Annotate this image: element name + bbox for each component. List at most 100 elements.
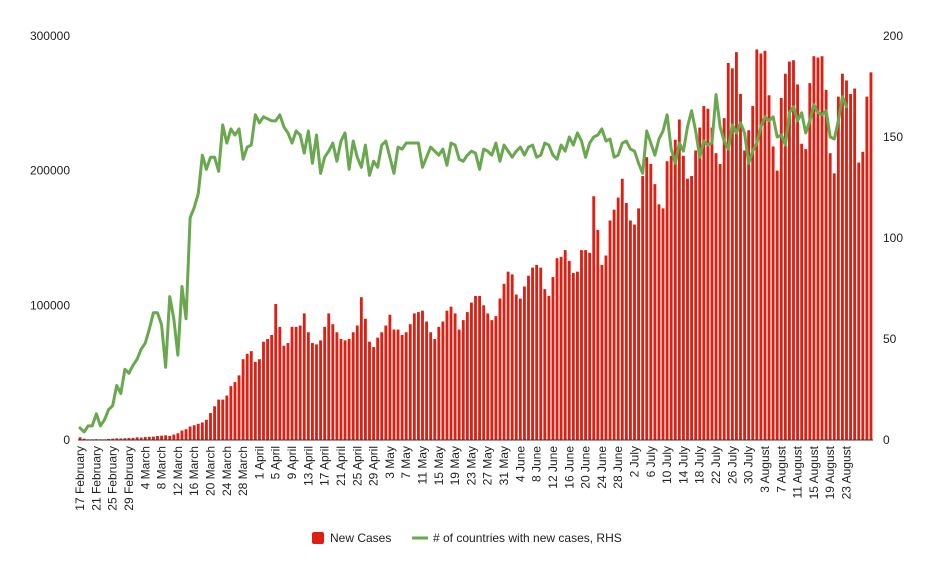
- bar-new-cases: [726, 62, 730, 441]
- bar-new-cases: [804, 149, 808, 440]
- x-tick-label: 30 July: [742, 446, 756, 484]
- x-tick-label: 23 August: [840, 445, 854, 499]
- bar-new-cases: [576, 271, 579, 440]
- bar-new-cases: [747, 130, 751, 440]
- bar-new-cases: [425, 321, 428, 440]
- x-tick-label: 29 April: [367, 446, 381, 486]
- bar-new-cases: [396, 329, 400, 440]
- line-countries-with-new-cases: [78, 93, 848, 434]
- x-tick-label: 2 July: [628, 446, 642, 477]
- legend-swatch-new-cases: [312, 532, 324, 544]
- bar-new-cases: [417, 312, 420, 440]
- bar-new-cases: [306, 332, 310, 440]
- bar-new-cases: [376, 337, 380, 440]
- x-tick-label: 4 March: [138, 446, 152, 489]
- bar-new-cases: [645, 157, 649, 440]
- bar-new-cases: [845, 80, 848, 440]
- x-tick-label: 19 August: [823, 445, 837, 499]
- x-tick-label: 25 February: [106, 446, 120, 511]
- bar-new-cases: [832, 173, 836, 441]
- bar-new-cases: [131, 437, 135, 440]
- bar-new-cases: [478, 295, 481, 440]
- x-tick-label: 27 May: [481, 446, 495, 485]
- x-tick-label: 3 May: [383, 446, 397, 479]
- x-tick-label: 20 June: [579, 446, 593, 489]
- bar-new-cases: [702, 106, 706, 440]
- bar-new-cases: [160, 435, 163, 440]
- bar-new-cases: [490, 320, 494, 440]
- bar-new-cases: [563, 250, 567, 440]
- bar-new-cases: [779, 97, 783, 440]
- bar-new-cases: [315, 344, 318, 440]
- bar-new-cases: [482, 305, 486, 440]
- x-tick-label: 31 May: [497, 446, 511, 485]
- bar-new-cases: [282, 345, 286, 440]
- x-tick-label: 8 March: [155, 446, 169, 489]
- bar-new-cases: [331, 324, 335, 440]
- bar-new-cases: [620, 178, 624, 440]
- bar-new-cases: [531, 267, 534, 440]
- bar-new-cases: [139, 437, 143, 440]
- x-tick-label: 21 April: [334, 446, 348, 486]
- bar-new-cases: [743, 150, 746, 440]
- bar-new-cases: [176, 433, 180, 440]
- bar-new-cases: [698, 127, 702, 440]
- bar-new-cases: [217, 399, 221, 440]
- bar-new-cases: [368, 341, 371, 440]
- bar-new-cases: [559, 256, 563, 440]
- bar-new-cases: [441, 321, 445, 440]
- bar-new-cases: [384, 325, 388, 440]
- bar-new-cases: [751, 106, 755, 440]
- x-tick-label: 1 April: [252, 446, 266, 479]
- bar-new-cases: [714, 153, 718, 440]
- bar-new-cases: [592, 196, 596, 440]
- bar-new-cases: [518, 298, 522, 440]
- left-axis: 0 100000 200000 300000: [30, 29, 70, 447]
- bar-new-cases: [547, 295, 551, 440]
- bar-new-cases: [498, 298, 502, 440]
- bar-new-cases: [262, 341, 265, 440]
- x-tick-label: 25 April: [350, 446, 364, 486]
- bar-new-cases: [686, 178, 689, 440]
- bar-new-cases: [669, 155, 673, 440]
- bar-new-cases: [580, 250, 583, 440]
- bar-new-cases: [637, 208, 640, 440]
- bar-new-cases: [551, 277, 555, 440]
- bar-new-cases: [135, 437, 139, 440]
- bar-new-cases: [278, 326, 282, 440]
- bar-new-cases: [616, 197, 620, 440]
- right-axis: 0 50 100 150 200: [883, 29, 903, 447]
- bar-new-cases: [841, 73, 844, 441]
- bar-new-cases: [853, 88, 857, 441]
- bar-new-cases: [209, 413, 212, 440]
- bar-new-cases: [465, 312, 469, 440]
- bar-new-cases: [820, 56, 824, 440]
- bar-new-cases: [123, 438, 127, 440]
- bar-new-cases: [788, 61, 791, 441]
- right-tick-label: 50: [883, 332, 897, 346]
- bar-new-cases: [107, 438, 110, 440]
- bar-new-cases: [783, 73, 787, 441]
- bar-new-cases: [298, 325, 302, 440]
- bar-new-cases: [718, 163, 722, 440]
- bar-new-cases: [82, 438, 86, 440]
- bar-new-cases: [412, 313, 416, 440]
- x-axis: 17 February 21 February 25 February 29 Febr…: [73, 445, 854, 510]
- bar-new-cases: [800, 143, 804, 441]
- bar-new-cases: [213, 406, 216, 440]
- x-tick-label: 18 July: [693, 446, 707, 484]
- bar-new-cases: [502, 283, 506, 440]
- bar-new-cases: [828, 153, 832, 440]
- bar-new-cases: [237, 375, 241, 440]
- bar-new-cases: [584, 250, 587, 440]
- bar-new-cases: [857, 162, 861, 440]
- bar-new-cases: [253, 361, 257, 440]
- bar-new-cases: [861, 151, 865, 440]
- bar-new-cases: [474, 295, 477, 440]
- x-tick-label: 21 February: [89, 446, 103, 511]
- x-tick-label: 12 March: [171, 446, 185, 496]
- bar-new-cases: [249, 351, 253, 440]
- bar-new-cases: [245, 353, 249, 440]
- bar-new-cases: [682, 155, 685, 440]
